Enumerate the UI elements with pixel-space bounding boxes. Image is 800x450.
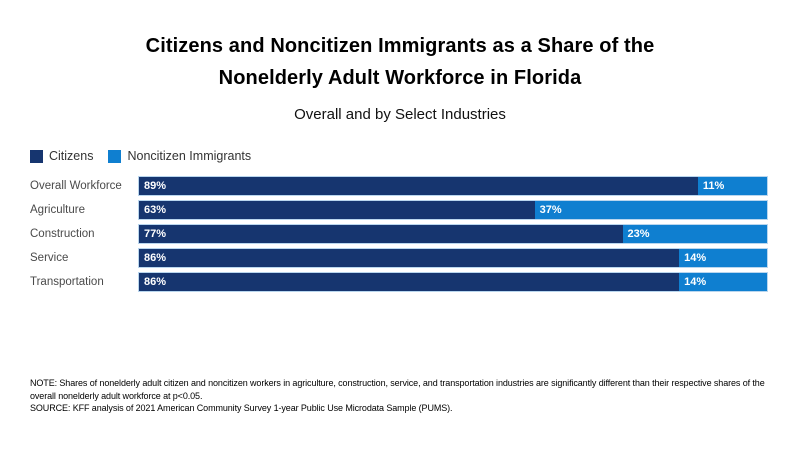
legend-item-citizens: Citizens [30,149,93,163]
noncitizen-immigrants-bar-segment: 23% [622,225,767,243]
chart-row: Construction 77% 23% [30,224,768,244]
note-text: NOTE: Shares of nonelderly adult citizen… [30,378,765,401]
bar-value-label: 14% [684,252,707,264]
chart-row: Service 86% 14% [30,248,768,268]
category-label: Transportation [30,276,104,288]
chart-notes: NOTE: Shares of nonelderly adult citizen… [30,377,772,415]
chart-title-line-1: Citizens and Noncitizen Immigrants as a … [145,35,655,57]
chart-header: Citizens and Noncitizen Immigrants as a … [0,0,800,123]
bar-track: 86% 14% [138,248,768,268]
chart-row: Overall Workforce 89% 11% [30,176,768,196]
bar-value-label: 89% [144,180,167,192]
category-label: Construction [30,228,95,240]
chart-row: Transportation 86% 14% [30,272,768,292]
bar-track: 89% 11% [138,176,768,196]
category-label: Overall Workforce [30,180,122,192]
chart-title-line-2: Nonelderly Adult Workforce in Florida [218,67,582,89]
citizens-bar-segment: 77% [139,225,623,243]
legend-label: Citizens [49,149,94,163]
bar-value-label: 77% [144,228,167,240]
source-text: SOURCE: KFF analysis of 2021 American Co… [30,403,453,413]
chart-title: Citizens and Noncitizen Immigrants as a … [0,30,800,94]
category-label: Agriculture [30,204,85,216]
legend-label: Noncitizen Immigrants [127,149,252,163]
bar-value-label: 86% [144,276,167,288]
chart-row: Agriculture 63% 37% [30,200,768,220]
noncitizen-immigrants-bar-segment: 11% [697,177,767,195]
citizens-bar-segment: 63% [139,201,535,219]
bar-track: 63% 37% [138,200,768,220]
bar-track: 77% 23% [138,224,768,244]
citizens-bar-segment: 86% [139,273,680,291]
noncitizen-immigrants-bar-segment: 14% [679,273,767,291]
legend-swatch [30,149,43,163]
bar-value-label: 37% [539,204,562,216]
bar-value-label: 11% [702,180,725,192]
chart-legend: Citizens Noncitizen Immigrants [0,148,800,164]
bar-track: 86% 14% [138,272,768,292]
bar-value-label: 63% [144,204,167,216]
legend-swatch [108,149,122,163]
bar-value-label: 23% [627,228,650,240]
bar-value-label: 14% [684,276,707,288]
chart-subtitle: Overall and by Select Industries [294,106,506,123]
citizens-bar-segment: 86% [139,249,680,267]
bar-chart: Overall Workforce 89% 11% Agriculture 63% 37%… [0,176,800,292]
citizens-bar-segment: 89% [139,177,698,195]
bar-value-label: 86% [144,252,167,264]
noncitizen-immigrants-bar-segment: 14% [679,249,767,267]
legend-item-noncitizen-immigrants: Noncitizen Immigrants [108,149,251,163]
noncitizen-immigrants-bar-segment: 37% [534,201,767,219]
category-label: Service [30,252,69,264]
